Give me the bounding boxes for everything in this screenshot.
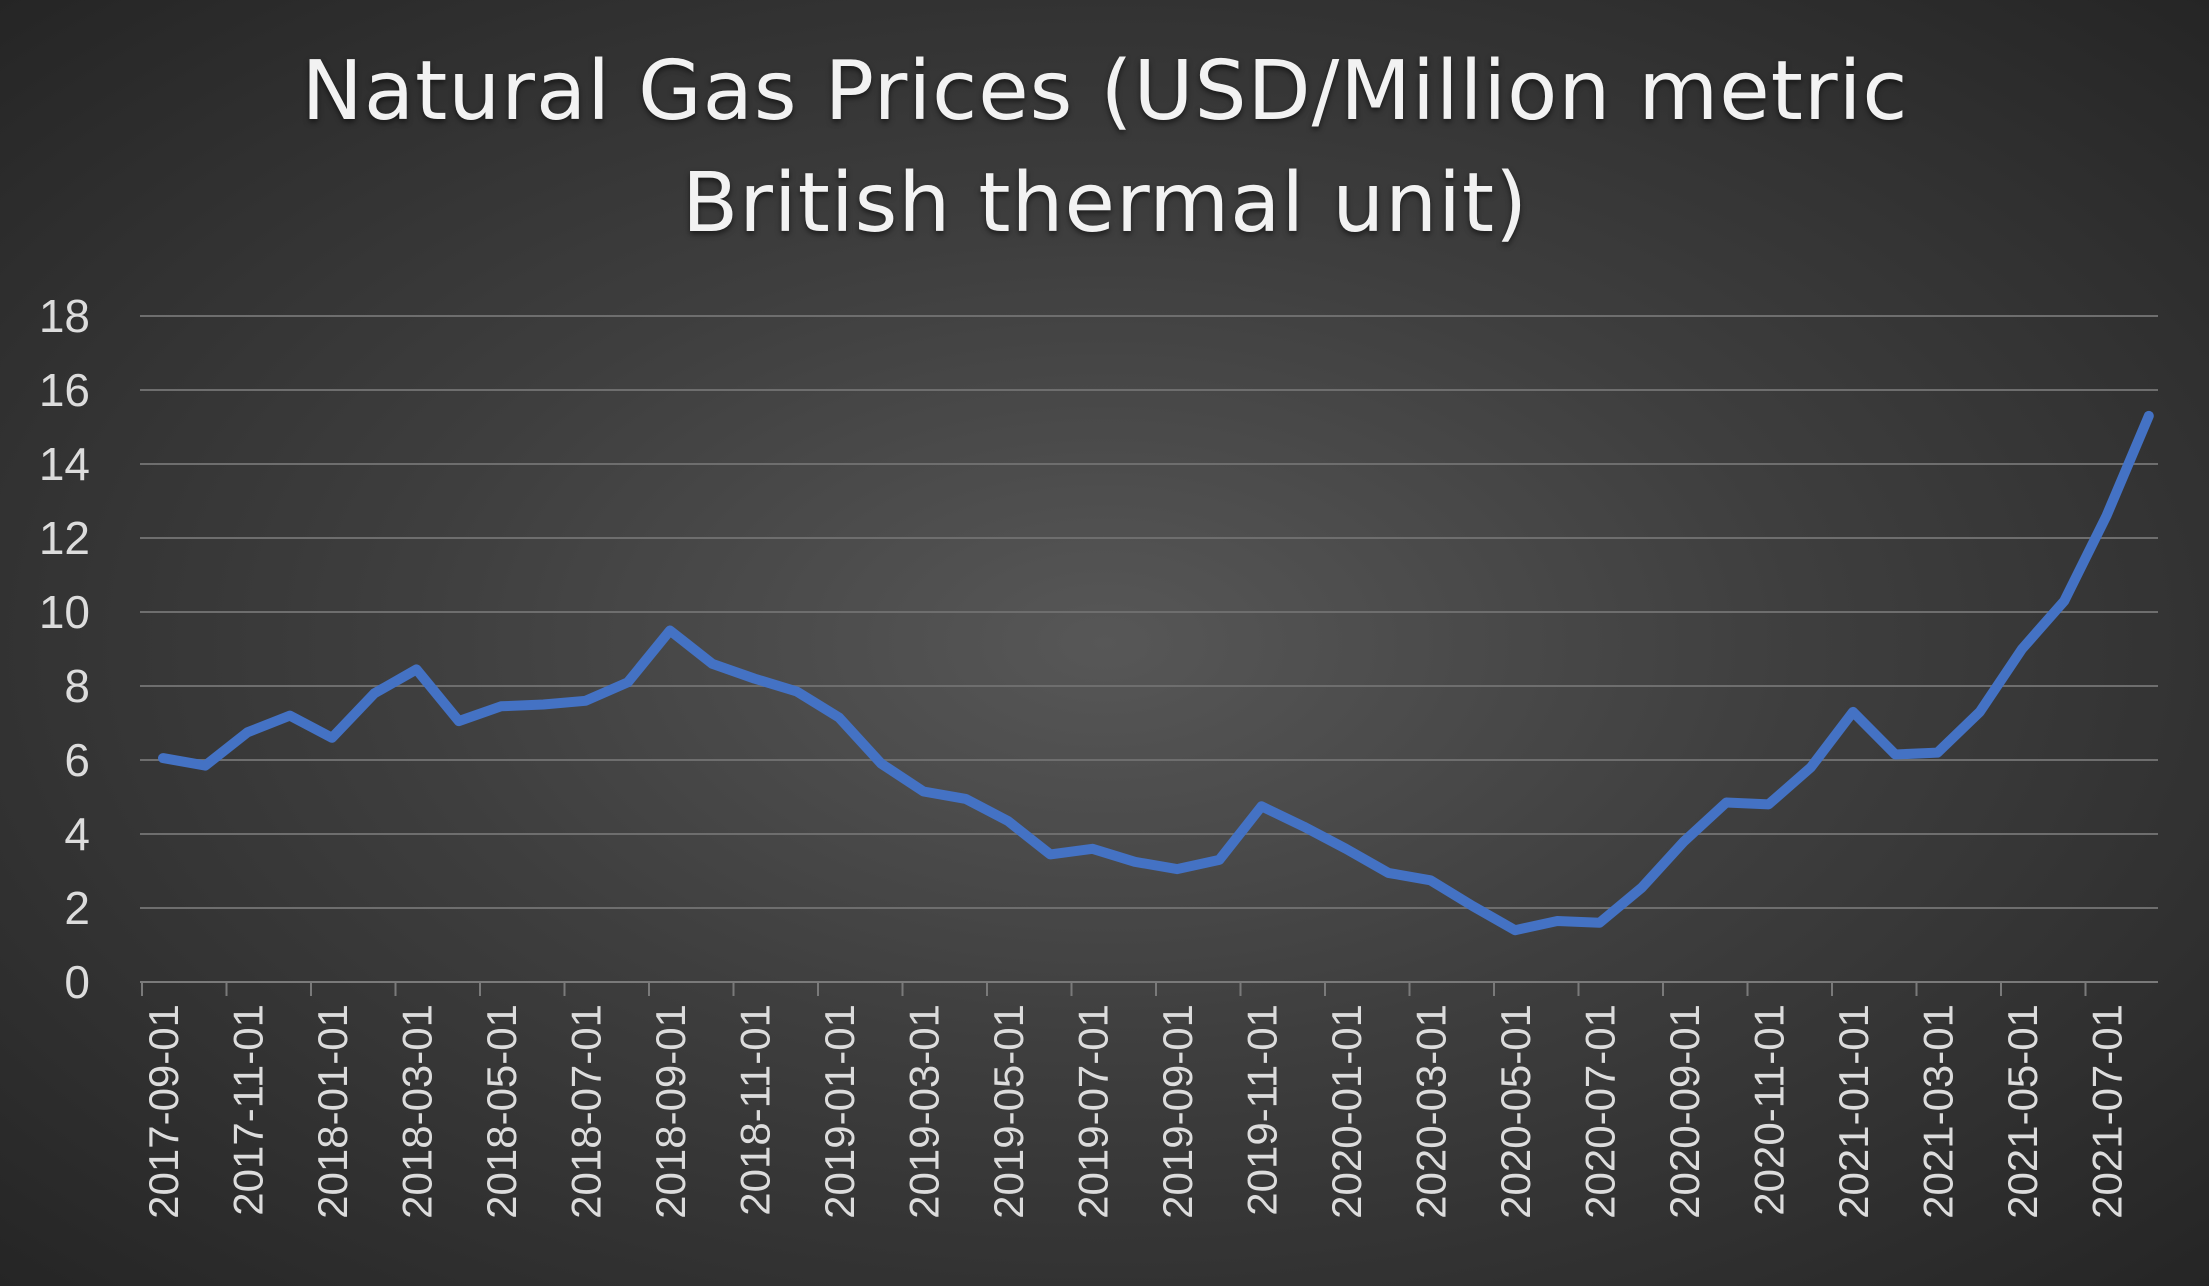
x-tick-label: 2018-11-01 [732,1004,779,1216]
series-layer [158,410,2154,936]
x-tick-label: 2020-11-01 [1746,1004,1793,1216]
y-tick-label: 10 [39,586,90,638]
x-tick-label: 2021-01-01 [1830,1004,1877,1219]
data-point [1088,844,1097,853]
data-point [2144,411,2153,420]
data-point [454,717,463,726]
x-tick-label: 2017-09-01 [140,1004,187,1219]
data-point [1553,917,1562,925]
x-tick-label: 2019-05-01 [985,1004,1032,1219]
data-point [1004,817,1012,825]
data-point [877,759,886,768]
x-tick-label: 2019-03-01 [901,1004,948,1219]
x-tick-label: 2021-05-01 [1999,1004,2046,1219]
data-point [792,687,801,696]
data-point [1806,763,1815,772]
data-point [1933,748,1942,757]
data-point [835,713,843,722]
data-point [1975,707,1984,716]
x-tick-label: 2019-09-01 [1154,1004,1201,1219]
y-tick-label: 14 [39,438,90,490]
data-point [2102,511,2111,520]
data-point [285,711,294,720]
x-tick-label: 2018-09-01 [647,1004,694,1219]
x-tick-label: 2019-01-01 [816,1004,863,1219]
y-tick-label: 2 [64,882,90,934]
x-tick-label: 2020-07-01 [1577,1004,1624,1219]
y-tick-label: 18 [39,290,90,342]
data-point [370,689,379,698]
x-tick-label: 2020-05-01 [1492,1004,1539,1219]
data-point [412,665,421,674]
x-tick-label: 2018-05-01 [478,1004,525,1219]
y-tick-label: 4 [64,808,90,860]
x-tick-label: 2019-07-01 [1070,1004,1117,1219]
data-point [1637,883,1646,892]
data-point [2060,596,2069,605]
y-tick-label: 6 [64,734,90,786]
data-point [1384,868,1393,877]
data-point [2018,645,2026,653]
x-tick-label: 2020-03-01 [1408,1004,1455,1219]
data-point [1511,926,1519,935]
data-point [201,761,210,770]
data-point [243,728,252,737]
data-point [581,696,590,705]
data-point [1595,918,1604,927]
data-point [1680,837,1688,846]
data-point [1722,798,1731,807]
data-point [1891,750,1900,759]
data-point [1257,802,1266,811]
data-point [328,733,336,742]
data-point [1215,855,1224,864]
data-point [1046,850,1055,859]
y-tick-label: 12 [39,512,90,564]
data-point [666,626,674,635]
y-axis-ticks: 0 2 4 6 8 10 12 14 16 18 [39,290,90,1008]
x-tick-label: 2019-11-01 [1239,1004,1286,1216]
data-point [919,787,928,796]
chart-title: Natural Gas Prices (USD/Million metric B… [301,44,1909,251]
data-point [1426,876,1435,885]
data-point [1173,865,1181,874]
y-tick-label: 16 [39,364,90,416]
x-tick-label: 2018-07-01 [563,1004,610,1219]
y-tick-label: 8 [64,660,90,712]
x-tick-label: 2020-01-01 [1323,1004,1370,1219]
data-point [708,659,717,668]
data-point [623,678,632,687]
gridlines [140,315,2158,909]
x-tick-label: 2021-03-01 [1915,1004,1962,1219]
x-tick-label: 2018-01-01 [309,1004,356,1219]
data-point [961,794,970,803]
x-axis-ticks: 2017-09-01 2017-11-01 2018-01-01 2018-03-01… [140,982,2131,1219]
y-tick-label: 0 [64,956,90,1008]
series-line [158,410,2154,936]
x-tick-label: 2021-07-01 [2084,1004,2131,1219]
data-point [539,700,548,709]
data-point [497,702,505,711]
x-tick-label: 2018-03-01 [394,1004,441,1219]
data-point [1130,857,1139,866]
data-point [1764,800,1773,809]
data-point [1849,707,1857,716]
data-point [159,754,167,763]
data-point [750,674,759,683]
x-tick-label: 2017-11-01 [225,1004,272,1216]
data-point [1299,822,1308,831]
data-point [1468,902,1477,911]
x-tick-label: 2020-09-01 [1661,1004,1708,1219]
data-point [1342,844,1350,853]
